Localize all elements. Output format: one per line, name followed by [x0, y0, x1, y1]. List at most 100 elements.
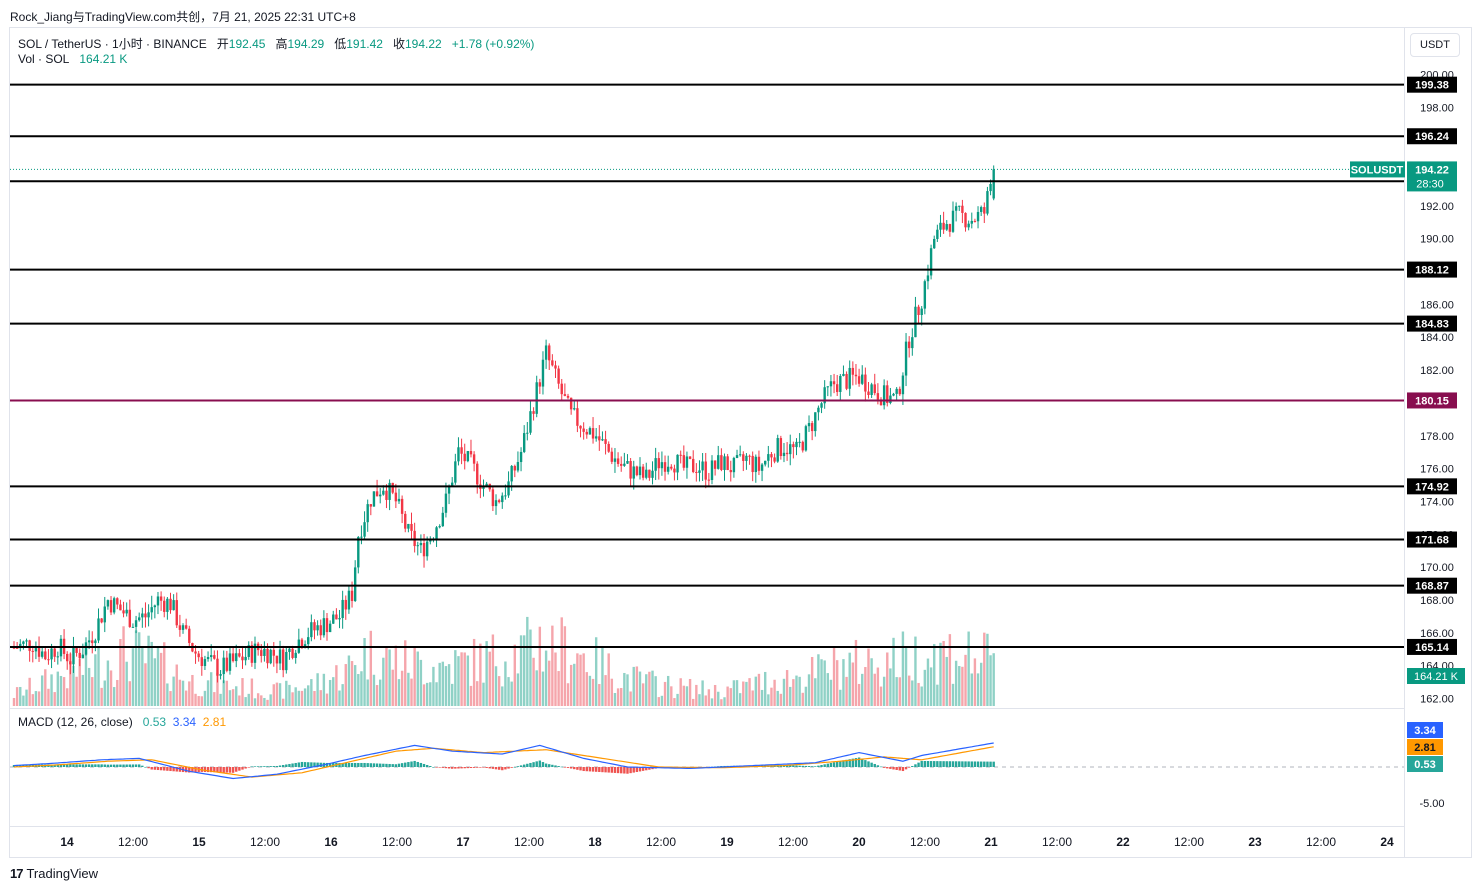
candle-body [776, 438, 779, 462]
candle-body [472, 454, 476, 464]
macd-hist-bar [444, 767, 448, 769]
macd-hist-bar [416, 761, 419, 767]
volume-bar [544, 650, 548, 706]
volume-bar [701, 680, 704, 706]
macd-hist-bar [563, 767, 567, 768]
macd-hist-bar [78, 764, 81, 767]
volume-bar [554, 652, 557, 706]
volume-bar [62, 677, 66, 706]
time-tick-label: 19 [720, 835, 734, 849]
volume-bar [989, 655, 992, 706]
macd-hist-bar [591, 767, 595, 772]
tradingview-logo[interactable]: 17 TradingView [10, 866, 98, 881]
macd-hist-bar [451, 767, 454, 769]
volume-bar [798, 676, 801, 706]
volume-bar [291, 692, 294, 706]
macd-hist-bar [125, 764, 128, 767]
macd-hist-bar [851, 758, 855, 767]
volume-bar [582, 653, 585, 706]
candle-body [147, 612, 150, 618]
volume-bar [942, 641, 945, 706]
volume-bar [288, 684, 291, 706]
candle-body [294, 652, 297, 658]
volume-bar [491, 634, 495, 706]
candle-body [842, 373, 845, 376]
candle-body [579, 425, 582, 429]
candle-body [886, 385, 889, 404]
macd-hist-bar [501, 767, 504, 771]
candle-body [219, 674, 222, 676]
candle-body [516, 462, 520, 471]
volume-bar [247, 693, 250, 706]
volume-bar [660, 695, 664, 706]
macd-hist-bar [513, 767, 516, 768]
level-tag-label: 174.92 [1415, 481, 1449, 493]
volume-tag-label: 164.21 K [1414, 671, 1459, 683]
candle-body [723, 456, 726, 470]
candle-body [645, 469, 648, 478]
macd-hist-bar [804, 765, 808, 767]
candle-body [767, 454, 770, 461]
time-tick-label: 12:00 [250, 835, 280, 849]
candle-body [710, 460, 714, 481]
volume-bar [835, 660, 839, 706]
candle-body [976, 211, 980, 222]
candle-body [50, 648, 53, 660]
volume-bar [141, 646, 144, 706]
volume-bar [269, 694, 272, 706]
time-tick-label: 18 [588, 835, 602, 849]
macd-label[interactable]: MACD (12, 26, close) [18, 715, 133, 729]
symbol-tag-label: SOLUSDT [1351, 164, 1404, 176]
volume-bar [538, 626, 542, 706]
candle-body [40, 651, 44, 657]
volume-bar [47, 688, 50, 706]
macd-hist-bar [967, 761, 970, 767]
candle-body [695, 471, 698, 473]
macd-hist-bar [303, 762, 307, 767]
candle-body [416, 545, 419, 547]
candle-body [363, 522, 366, 537]
volume-bar [845, 676, 848, 706]
price-tick-label: 162.00 [1420, 694, 1454, 706]
volume-bar [870, 658, 873, 706]
macd-hist-bar [116, 764, 119, 767]
candle-body [548, 345, 551, 361]
macd-hist-bar [476, 767, 479, 768]
macd-hist-bar [134, 764, 138, 767]
volume-bar [638, 671, 642, 706]
volume-bar [920, 686, 923, 706]
currency-button[interactable]: USDT [1410, 33, 1460, 57]
macd-hist-bar [529, 762, 532, 767]
volume-bar [350, 661, 354, 706]
time-tick-label: 12:00 [382, 835, 412, 849]
macd-hist-bar [945, 761, 948, 767]
macd-hist-bar [645, 767, 648, 771]
candle-body [657, 458, 660, 469]
candle-body [588, 428, 592, 435]
candle-body [948, 224, 952, 232]
candle-body [898, 388, 901, 395]
macd-hist-bar [795, 765, 798, 767]
macd-hist-bar [911, 765, 914, 767]
volume-bar [933, 644, 936, 706]
candle-body [626, 461, 629, 464]
candle-body [125, 609, 128, 614]
macd-hist-bar [620, 767, 623, 774]
macd-hist-bar [425, 764, 429, 767]
macd-panel [10, 742, 1404, 780]
candle-body [832, 381, 836, 385]
macd-hist-bar [225, 767, 229, 773]
candle-body [225, 657, 229, 671]
volume-bar [313, 691, 316, 706]
candle-body [360, 536, 363, 538]
volume-bar [735, 680, 739, 706]
macd-hist-bar [209, 767, 213, 773]
macd-hist-bar [792, 765, 795, 767]
signal-line [13, 746, 994, 778]
candle-body [814, 412, 817, 432]
volume-bar [425, 682, 429, 706]
symbol-label[interactable]: SOL / TetherUS · 1小时 · BINANCE [18, 37, 207, 51]
volume-bar [407, 672, 410, 706]
volume-label[interactable]: Vol · SOL [18, 52, 70, 66]
